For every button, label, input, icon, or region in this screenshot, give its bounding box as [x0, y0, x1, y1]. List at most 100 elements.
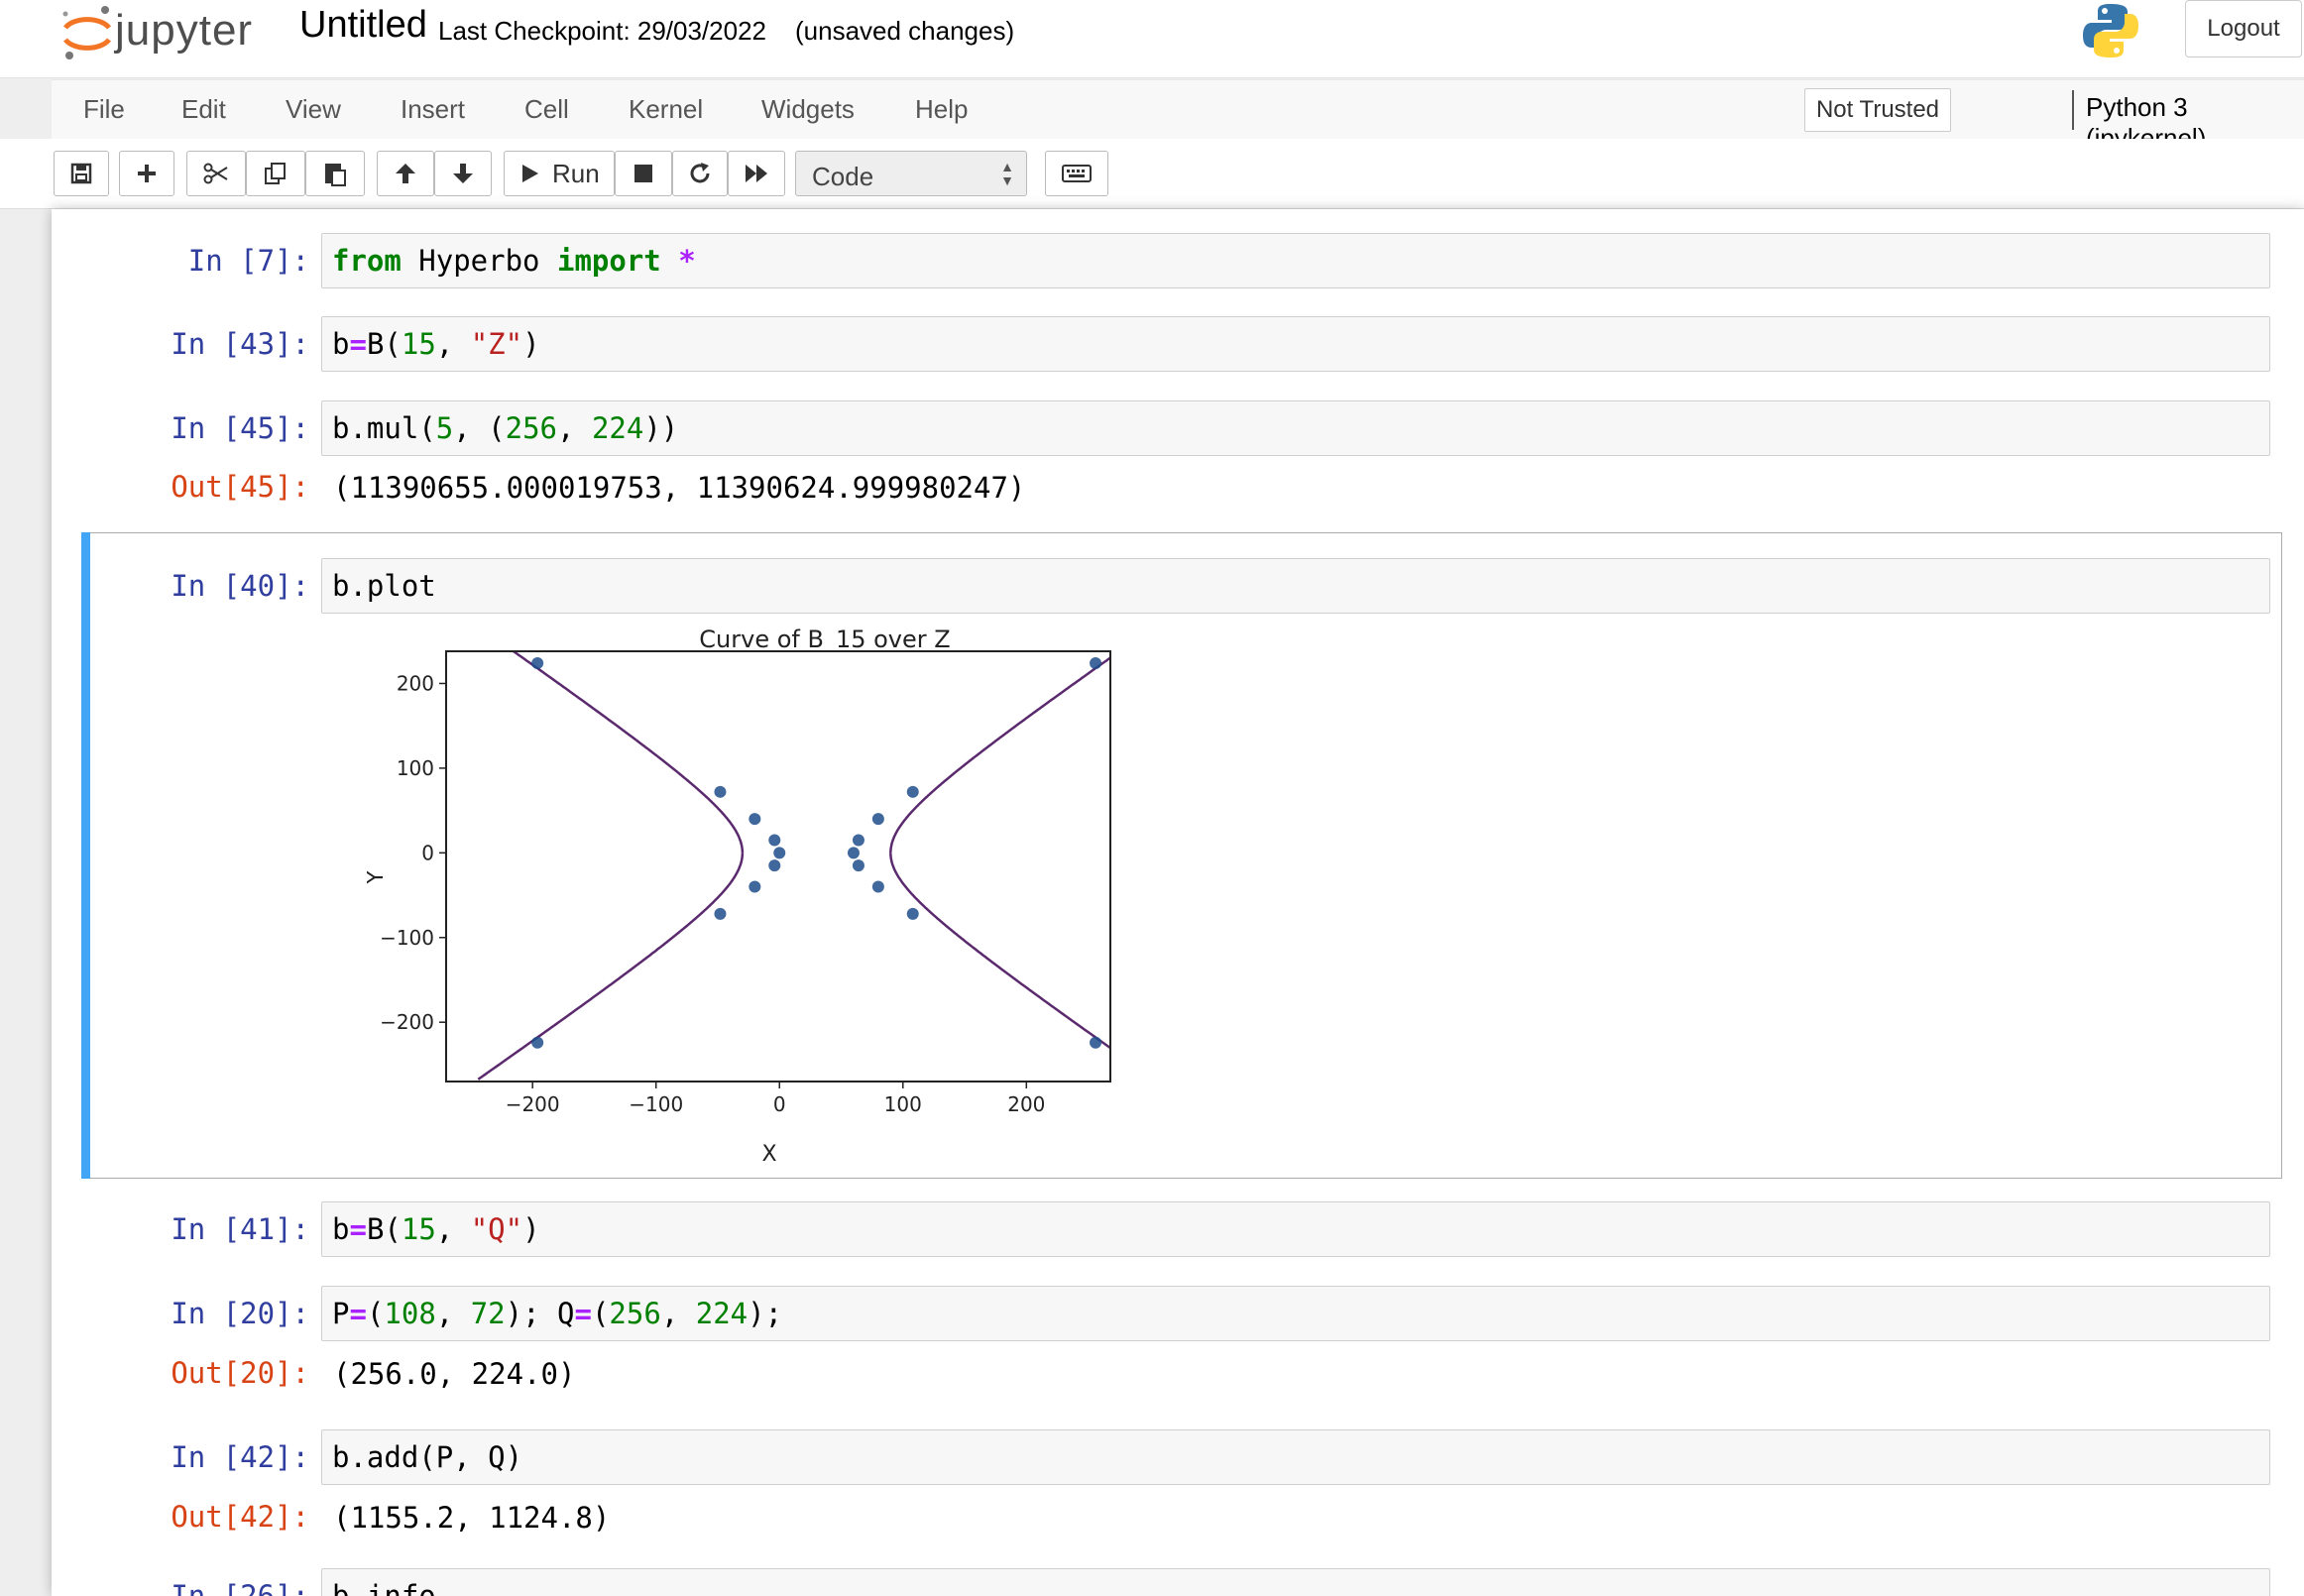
x-tick-label: 0 [773, 1092, 786, 1116]
cell-type-value: Code [812, 162, 874, 191]
code-cell[interactable]: In [45]: b.mul(5, (256, 224)) Out[45]: (… [52, 368, 2304, 507]
paste-button[interactable] [305, 151, 365, 196]
menu-widgets[interactable]: Widgets [761, 94, 855, 124]
menu-help[interactable]: Help [915, 94, 969, 124]
kernel-name[interactable]: Python 3 (ipykernel) [2086, 92, 2207, 153]
y-tick-label: 0 [421, 841, 434, 864]
menu-cell[interactable]: Cell [524, 94, 569, 124]
header: jupyter Untitled Last Checkpoint: 29/03/… [0, 0, 2304, 78]
cell-output: (1155.2, 1124.8) [333, 1501, 611, 1535]
number-token: 256 [609, 1297, 661, 1330]
code-input[interactable]: b.info [321, 1568, 2270, 1596]
menu-insert[interactable]: Insert [401, 94, 466, 124]
select-arrows-icon: ▲ ▼ [1000, 159, 1014, 188]
keyword-token: from [332, 244, 402, 278]
data-point [768, 834, 781, 847]
y-axis-label: Y [367, 870, 389, 885]
code-input[interactable]: P=(108, 72); Q=(256, 224); [321, 1286, 2270, 1341]
input-prompt: In [42]: [171, 1440, 309, 1474]
command-palette-button[interactable] [1045, 151, 1108, 196]
not-trusted-button[interactable]: Not Trusted [1804, 88, 1951, 132]
cell-output: (256.0, 224.0) [333, 1357, 576, 1391]
logo-text: jupyter [115, 6, 254, 55]
data-point [852, 859, 864, 872]
curve-left-upper [513, 652, 745, 854]
run-label: Run [552, 158, 600, 188]
code-input[interactable]: b=B(15, "Z") [321, 316, 2270, 372]
y-tick-label: −100 [380, 926, 434, 950]
jupyter-logo[interactable]: jupyter [58, 2, 276, 63]
plot-output: Curve of B_15 over Z −200 −100 0 100 200 −200… [367, 626, 1111, 1167]
code-cell[interactable]: In [26]: b.info [52, 1547, 2304, 1596]
arrow-up-icon [396, 164, 415, 183]
input-prompt: In [45]: [171, 411, 309, 445]
x-tick-label: −100 [629, 1092, 683, 1116]
code-input[interactable]: b.plot [321, 558, 2270, 614]
input-prompt: In [7]: [187, 244, 309, 278]
code-input[interactable]: b=B(15, "Q") [321, 1201, 2270, 1257]
data-point [749, 880, 761, 893]
data-point [1090, 656, 1102, 669]
restart-run-all-button[interactable] [728, 151, 785, 196]
data-point [749, 813, 761, 826]
cut-button[interactable] [186, 151, 246, 196]
insert-cell-button[interactable] [119, 151, 174, 196]
menu-file[interactable]: File [83, 94, 125, 124]
cell-output: (11390655.000019753, 11390624.999980247) [333, 471, 1026, 505]
y-tick-label: 100 [397, 756, 434, 780]
python-logo-icon [2080, 0, 2141, 61]
keyboard-icon [1062, 165, 1092, 182]
code-cell[interactable]: In [7]: from Hyperbo import * [52, 209, 2304, 288]
number-token: 15 [401, 1212, 436, 1246]
data-point [906, 907, 919, 920]
number-token: 224 [591, 411, 644, 445]
string-token: "Q" [470, 1212, 523, 1246]
stop-icon [634, 165, 652, 182]
menu-view[interactable]: View [286, 94, 341, 124]
move-down-button[interactable] [434, 151, 492, 196]
save-icon [70, 163, 92, 184]
save-button[interactable] [54, 151, 109, 196]
interrupt-button[interactable] [615, 151, 672, 196]
input-prompt: In [20]: [171, 1297, 309, 1330]
code-input[interactable]: b.mul(5, (256, 224)) [321, 400, 2270, 456]
cell-type-select[interactable]: Code ▲ ▼ [795, 151, 1027, 196]
code-cell[interactable]: In [41]: b=B(15, "Q") [52, 1179, 2304, 1258]
run-icon [522, 165, 538, 182]
data-point [773, 847, 786, 859]
output-prompt: Out[42]: [171, 1500, 309, 1534]
code-input[interactable]: b.add(P, Q) [321, 1429, 2270, 1485]
data-point [531, 656, 544, 669]
chart-title: Curve of B_15 over Z [699, 626, 950, 653]
menu-kernel[interactable]: Kernel [629, 94, 704, 124]
code-cell[interactable]: In [40]: b.plot [52, 532, 2304, 1179]
x-tick-label: −200 [506, 1092, 560, 1116]
code-input[interactable]: from Hyperbo import * [321, 233, 2270, 288]
y-tick-label: −200 [380, 1010, 434, 1034]
data-point [871, 813, 884, 826]
code-cell[interactable]: In [43]: b=B(15, "Z") [52, 288, 2304, 372]
code-cell[interactable]: In [42]: b.add(P, Q) Out[42]: (1155.2, 1… [52, 1403, 2304, 1547]
operator-token: = [574, 1297, 592, 1330]
run-button[interactable]: Run [504, 151, 615, 196]
input-prompt: In [40]: [171, 569, 309, 603]
x-tick-label: 200 [1007, 1092, 1045, 1116]
number-token: 72 [470, 1297, 506, 1330]
x-tick-label: 100 [884, 1092, 922, 1116]
fast-forward-icon [746, 165, 767, 182]
data-point [847, 847, 860, 859]
toolbar: Run Code ▲ ▼ [0, 139, 2304, 209]
notebook-title[interactable]: Untitled [299, 4, 427, 46]
code-cell[interactable]: In [20]: P=(108, 72); Q=(256, 224); Out[… [52, 1258, 2304, 1403]
number-token: 5 [435, 411, 454, 445]
restart-icon [690, 163, 710, 183]
logout-button[interactable]: Logout [2185, 0, 2302, 57]
save-status: (unsaved changes) [795, 16, 1015, 46]
data-point [852, 834, 864, 847]
copy-button[interactable] [246, 151, 305, 196]
menu-edit[interactable]: Edit [181, 94, 226, 124]
move-up-button[interactable] [377, 151, 434, 196]
restart-button[interactable] [672, 151, 728, 196]
data-point [531, 1036, 544, 1049]
data-point [714, 785, 727, 798]
